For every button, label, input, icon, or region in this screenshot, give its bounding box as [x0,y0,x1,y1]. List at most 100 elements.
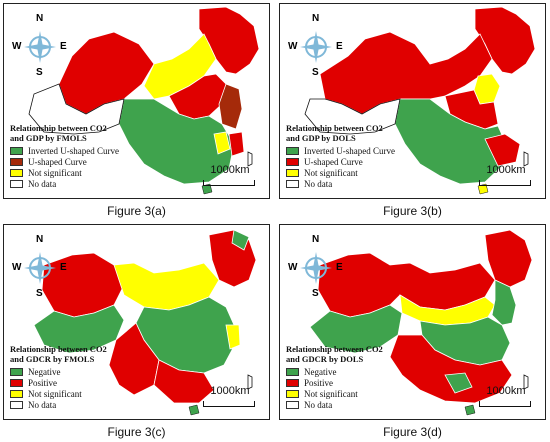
scale-bar: 1000km [201,164,259,190]
compass-rose: N W E S [12,232,68,300]
map-panel-c: N W E S Relationship between CO2 and GDC… [3,224,270,420]
compass-rose: N W E S [288,11,344,79]
legend-title: Relationship between CO2 and GDCR by FMO… [10,344,107,364]
compass-s: S [312,288,319,299]
legend-swatch [10,389,23,398]
compass-w: W [12,262,22,273]
island-hainan [188,404,200,416]
island-taiwan [523,151,529,167]
legend-item: Negative [10,366,107,377]
legend-swatch [10,367,23,376]
island-taiwan [523,374,529,390]
legend-swatch [286,400,299,409]
scale-line [203,401,255,407]
legend-item: Not significant [286,167,395,178]
legend-title: Relationship between CO2 and GDCR by DOL… [286,344,383,364]
region-inner-mongolia-yellow [399,294,496,326]
china-map-d [309,229,533,416]
legend-item: No data [10,399,107,410]
scale-line [479,401,531,407]
compass-rose: N W E S [12,11,68,79]
legend-swatch [10,378,23,387]
legend-item: Negative [286,366,383,377]
legend-label: No data [304,399,333,410]
scale-bar: 1000km [477,164,535,190]
figure-caption: Figure 3(d) [383,425,442,439]
region-east-coast [218,83,243,130]
island-taiwan [247,151,253,167]
legend-item: Inverted U-shaped Curve [10,145,119,156]
compass-e: E [336,41,343,52]
legend-label: Not significant [304,388,358,399]
legend-item: No data [10,178,119,189]
compass-e: E [336,262,343,273]
scale-label: 1000km [486,164,526,176]
legend-label: Not significant [28,167,82,178]
legend-swatch [286,389,299,398]
legend-label: Negative [28,366,61,377]
compass-s: S [312,67,319,78]
china-map-a [28,6,260,195]
legend-title: Relationship between CO2 and GDP by DOLS [286,123,383,143]
compass-n: N [36,13,44,24]
legend-swatch [10,146,23,155]
legend: Relationship between CO2 and GDP by DOLS… [286,123,395,189]
legend-label: Not significant [304,167,358,178]
legend-item: Inverted U-shaped Curve [286,145,395,156]
region-tibet [304,98,401,135]
legend-label: No data [28,178,57,189]
compass-w: W [288,262,298,273]
legend-item: Positive [286,377,383,388]
legend-item: No data [286,178,395,189]
region-southwest [118,98,235,185]
legend: Relationship between CO2 and GDCR by FMO… [10,344,107,410]
legend: Relationship between CO2 and GDP by FMOL… [10,123,119,189]
china-map-b [304,6,536,195]
china-map-c [33,229,257,416]
compass-w: W [288,41,298,52]
compass-icon [300,252,332,284]
region-inner-mongolia [113,262,220,311]
legend-label: Positive [304,377,334,388]
legend-swatch [286,146,299,155]
region-south-green [444,372,473,394]
region-east-green [491,279,517,326]
legend-title: Relationship between CO2 and GDP by FMOL… [10,123,107,143]
region-east-yellow [225,324,241,350]
compass-e: E [60,41,67,52]
legend-label: Inverted U-shaped Curve [304,145,395,156]
legend-item: U-shaped Curve [286,156,395,167]
region-tibet [28,83,125,135]
legend-swatch [10,400,23,409]
compass-icon [300,31,332,63]
legend-swatch [10,168,23,177]
island-hainan [201,183,213,195]
compass-n: N [312,234,320,245]
region-northeast [484,229,533,288]
region-south-yellow [213,131,231,155]
legend-label: Inverted U-shaped Curve [28,145,119,156]
legend-item: No data [286,399,383,410]
island-taiwan [247,374,253,390]
figure-caption: Figure 3(b) [383,204,442,218]
legend-swatch [10,157,23,166]
compass-icon [24,31,56,63]
region-south-red [228,131,245,157]
region-southwest-red [389,334,513,404]
compass-n: N [312,13,320,24]
map-panel-a: N W E S Relationship between CO2 and GDP… [3,3,270,199]
scale-line [203,180,255,186]
legend-label: Negative [304,366,337,377]
legend-item: Not significant [10,388,107,399]
legend-swatch [286,367,299,376]
compass-s: S [36,288,43,299]
map-panel-d: N W E S Relationship between CO2 and GDC… [279,224,546,420]
legend-item: Positive [10,377,107,388]
compass-s: S [36,67,43,78]
scale-bar: 1000km [477,385,535,411]
figure-caption: Figure 3(c) [107,425,166,439]
legend-swatch [286,157,299,166]
region-inner-mongolia [143,33,217,100]
legend: Relationship between CO2 and GDCR by DOL… [286,344,383,410]
region-northeast-green [231,229,250,251]
